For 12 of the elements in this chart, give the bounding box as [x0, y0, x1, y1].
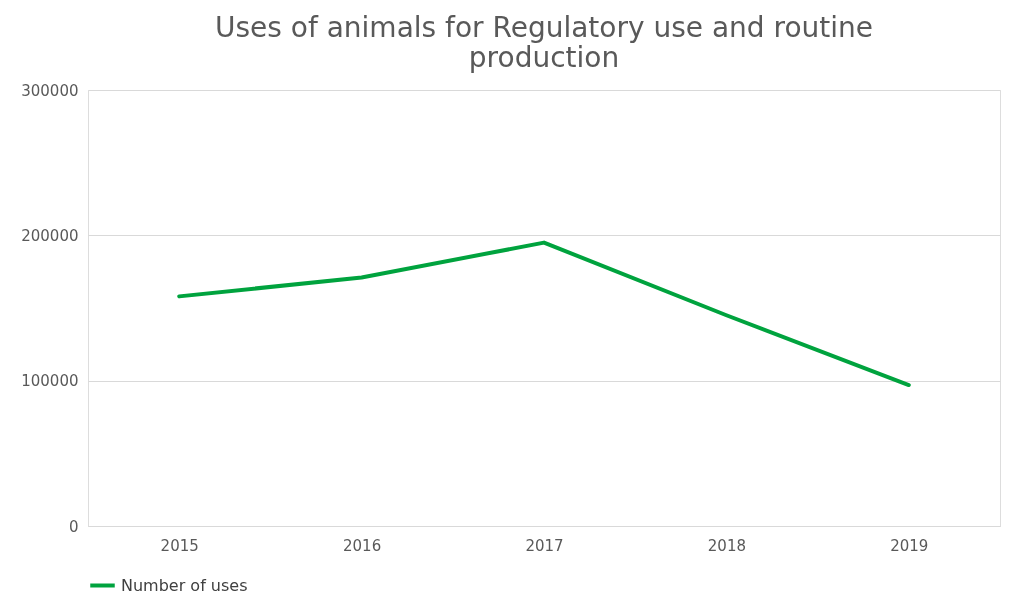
x-tick-label: 2015: [160, 536, 199, 555]
y-tick-label: 0: [68, 517, 79, 536]
legend-label: Number of uses: [121, 575, 248, 595]
x-tick-label: 2017: [525, 536, 564, 555]
y-tick-label: 100000: [21, 372, 79, 391]
x-tick-label: 2016: [343, 536, 382, 555]
x-tick-label: 2018: [707, 536, 746, 555]
line-series: [177, 240, 911, 388]
y-tick-label: 200000: [21, 226, 79, 245]
x-tick-label: 2019: [890, 536, 929, 555]
y-tick-label: 300000: [21, 81, 79, 100]
chart-title: Uses of animals for Regulatory use and routine production: [215, 11, 873, 74]
